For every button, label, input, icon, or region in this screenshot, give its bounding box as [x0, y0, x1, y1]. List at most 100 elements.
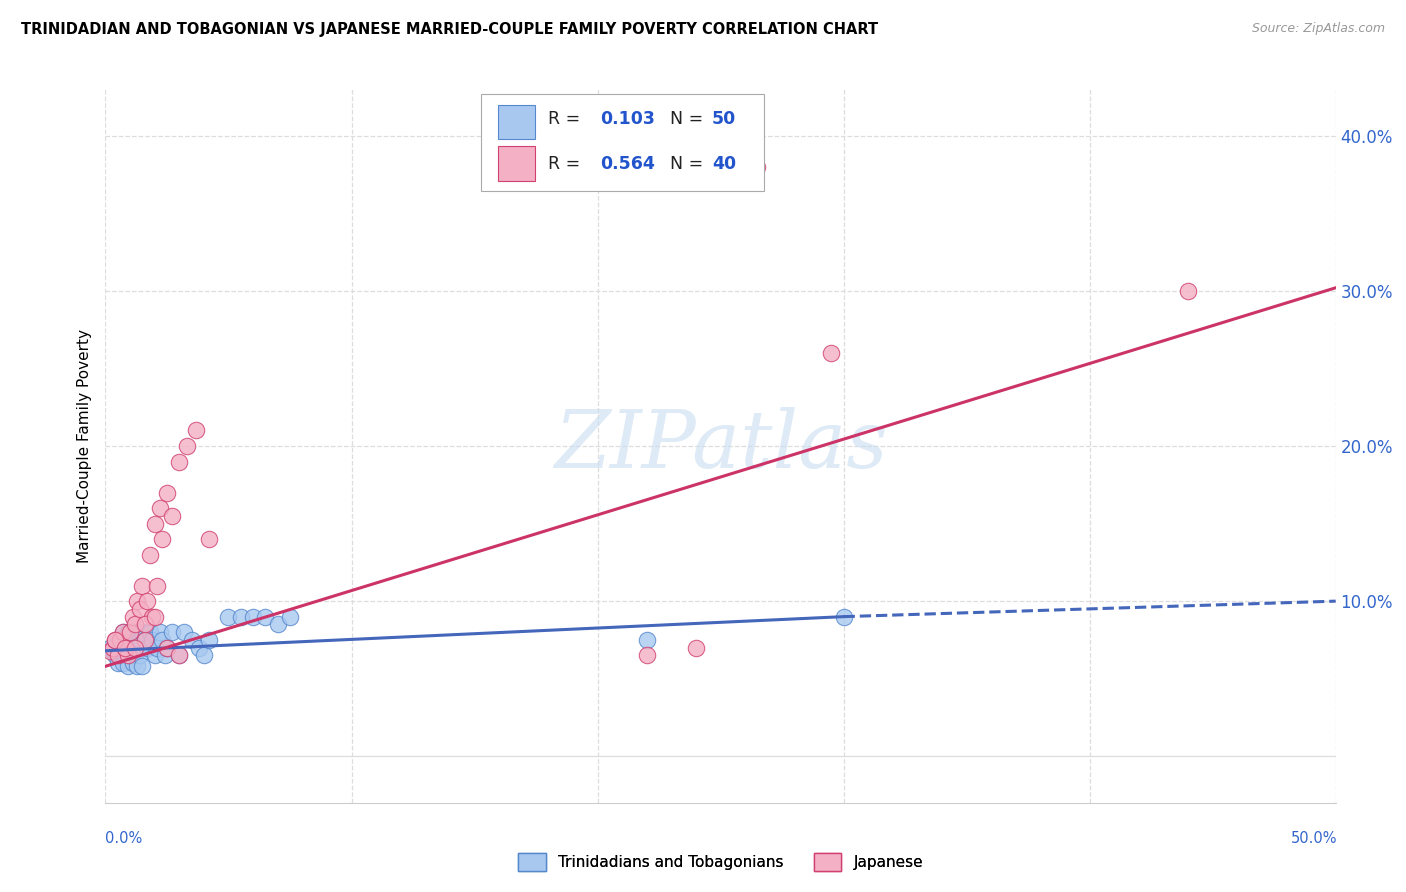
Point [143, 516, 166, 531]
Point [169, 454, 191, 468]
Point [104, 632, 127, 647]
Point [124, 632, 146, 647]
Point [169, 648, 191, 663]
Point [110, 648, 132, 663]
Point [98, 640, 122, 655]
Point [127, 625, 149, 640]
Point [173, 625, 195, 640]
Text: TRINIDADIAN AND TOBAGONIAN VS JAPANESE MARRIED-COUPLE FAMILY POVERTY CORRELATION: TRINIDADIAN AND TOBAGONIAN VS JAPANESE M… [21, 22, 879, 37]
Legend: Trinidadians and Tobagonians, Japanese: Trinidadians and Tobagonians, Japanese [512, 847, 929, 877]
Text: ZIPatlas: ZIPatlas [554, 408, 887, 484]
Point [150, 532, 173, 546]
Point [111, 625, 134, 640]
Point [136, 594, 159, 608]
Point [149, 625, 172, 640]
Point [121, 625, 143, 640]
Text: Source: ZipAtlas.com: Source: ZipAtlas.com [1251, 22, 1385, 36]
FancyBboxPatch shape [498, 105, 534, 139]
Point [1177, 284, 1199, 298]
Point [254, 609, 277, 624]
Point [114, 640, 136, 655]
Point [121, 609, 143, 624]
Point [156, 485, 179, 500]
Point [124, 640, 146, 655]
Point [114, 648, 136, 663]
Point [153, 648, 176, 663]
Point [114, 640, 136, 655]
Point [141, 609, 163, 624]
Point [131, 579, 153, 593]
Text: 40: 40 [711, 155, 737, 173]
Point [150, 632, 173, 647]
Point [186, 424, 208, 438]
Point [180, 632, 202, 647]
Text: 50: 50 [711, 111, 737, 128]
Point [176, 439, 198, 453]
Text: 0.0%: 0.0% [105, 831, 142, 846]
Point [120, 648, 141, 663]
Point [149, 501, 172, 516]
Point [138, 548, 162, 562]
Point [156, 640, 179, 655]
Point [134, 617, 156, 632]
Point [136, 640, 159, 655]
Point [242, 609, 264, 624]
Point [111, 656, 134, 670]
Point [101, 644, 124, 658]
Point [101, 640, 124, 655]
Point [141, 632, 163, 647]
Point [124, 617, 146, 632]
Point [120, 632, 141, 647]
Point [138, 625, 162, 640]
Point [111, 625, 134, 640]
Point [218, 609, 240, 624]
Point [143, 648, 166, 663]
Text: N =: N = [659, 155, 709, 173]
Point [146, 579, 169, 593]
Point [134, 632, 156, 647]
Point [197, 532, 221, 546]
Point [129, 648, 152, 663]
Point [129, 632, 152, 647]
Point [117, 648, 139, 663]
Point [820, 346, 842, 360]
Point [131, 659, 153, 673]
Point [107, 648, 129, 663]
Point [636, 648, 658, 663]
Point [685, 640, 707, 655]
Point [104, 632, 127, 647]
Point [114, 632, 136, 647]
Point [117, 625, 139, 640]
Point [131, 625, 153, 640]
Text: R =: R = [548, 155, 586, 173]
Point [121, 656, 143, 670]
Point [160, 625, 183, 640]
Point [188, 640, 211, 655]
Point [143, 609, 166, 624]
Point [229, 609, 252, 624]
Point [107, 656, 129, 670]
Point [636, 632, 658, 647]
Text: 50.0%: 50.0% [1291, 831, 1337, 846]
Text: R =: R = [548, 111, 586, 128]
Text: 0.103: 0.103 [600, 111, 655, 128]
Point [832, 609, 855, 624]
Text: N =: N = [659, 111, 709, 128]
Point [98, 644, 122, 658]
Point [127, 594, 149, 608]
Point [169, 648, 191, 663]
Point [124, 648, 146, 663]
Point [267, 617, 290, 632]
Point [120, 625, 141, 640]
Y-axis label: Married-Couple Family Poverty: Married-Couple Family Poverty [77, 329, 93, 563]
Point [160, 508, 183, 523]
Point [146, 640, 169, 655]
Point [110, 632, 132, 647]
Point [110, 632, 132, 647]
Text: 0.564: 0.564 [600, 155, 655, 173]
FancyBboxPatch shape [498, 146, 534, 180]
Point [129, 602, 152, 616]
Point [104, 648, 127, 663]
Point [747, 160, 769, 174]
Point [134, 632, 156, 647]
